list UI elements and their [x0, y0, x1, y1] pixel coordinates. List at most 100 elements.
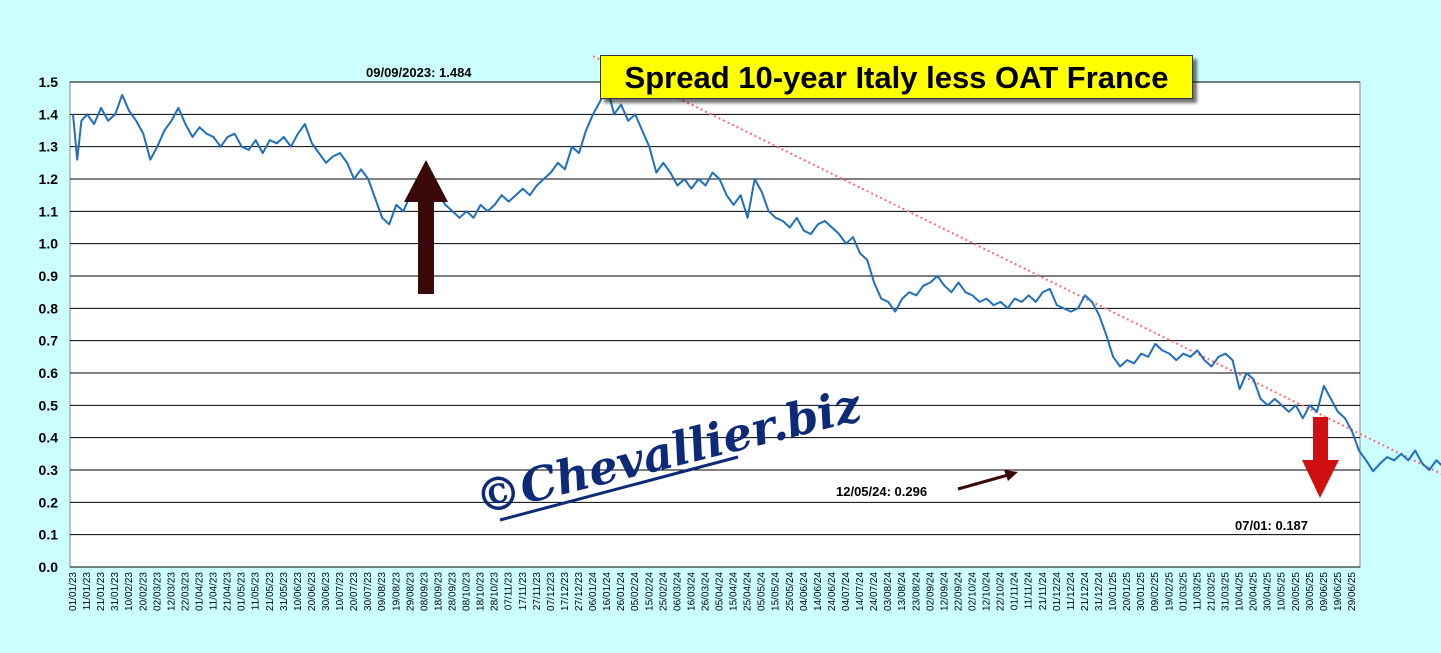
- x-tick-label: 02/09/24: [925, 572, 936, 611]
- y-tick-label: 0.3: [39, 462, 59, 478]
- x-tick-label: 19/08/23: [391, 572, 402, 611]
- x-tick-label: 11/12/24: [1066, 572, 1077, 611]
- y-tick-label: 0.7: [39, 333, 59, 349]
- x-tick-label: 02/03/23: [152, 572, 163, 611]
- x-tick-label: 29/06/25: [1347, 572, 1358, 611]
- x-tick-label: 21/11/24: [1038, 572, 1049, 611]
- x-tick-label: 11/04/23: [209, 572, 220, 611]
- up-arrow: [404, 160, 448, 294]
- x-tick-label: 25/02/24: [658, 572, 669, 611]
- x-tick-label: 30/07/23: [363, 572, 374, 611]
- x-tick-label: 10/04/25: [1235, 572, 1246, 611]
- x-tick-label: 15/05/24: [771, 572, 782, 611]
- y-tick-label: 1.1: [39, 203, 59, 219]
- y-tick-label: 1.2: [39, 171, 59, 187]
- x-tick-label: 27/11/23: [532, 572, 543, 611]
- x-tick-label: 07/11/23: [504, 572, 515, 611]
- x-tick-label: 21/01/23: [96, 572, 107, 611]
- x-tick-label: 08/10/23: [462, 572, 473, 611]
- y-tick-label: 1.0: [39, 236, 59, 252]
- x-tick-label: 17/12/23: [560, 572, 571, 611]
- y-tick-label: 0.5: [39, 397, 59, 413]
- y-tick-label: 1.5: [39, 74, 59, 90]
- y-tick-label: 0.4: [39, 430, 59, 446]
- annotation-arrow: [957, 470, 1018, 491]
- watermark-underline: [499, 455, 739, 522]
- x-tick-label: 30/01/25: [1136, 572, 1147, 611]
- x-tick-label: 13/08/24: [897, 572, 908, 611]
- x-tick-label: 10/02/23: [124, 572, 135, 611]
- y-tick-label: 1.3: [39, 139, 59, 155]
- x-tick-label: 19/02/25: [1164, 572, 1175, 611]
- x-tick-label: 02/10/24: [968, 572, 979, 611]
- x-tick-label: 22/09/24: [953, 572, 964, 611]
- x-tick-label: 10/05/25: [1277, 572, 1288, 611]
- x-tick-label: 11/05/23: [251, 572, 262, 611]
- x-tick-label: 21/12/24: [1080, 572, 1091, 611]
- x-tick-label: 05/05/24: [757, 572, 768, 611]
- x-tick-label: 20/07/23: [349, 572, 360, 611]
- x-tick-label: 31/05/23: [279, 572, 290, 611]
- x-tick-label: 20/01/25: [1122, 572, 1133, 611]
- x-tick-label: 16/03/24: [686, 572, 697, 611]
- x-tick-label: 05/04/24: [715, 572, 726, 611]
- x-tick-label: 04/07/24: [841, 572, 852, 611]
- x-tick-label: 25/05/24: [785, 572, 796, 611]
- x-tick-label: 18/09/23: [433, 572, 444, 611]
- x-tick-label: 06/01/24: [588, 572, 599, 611]
- y-tick-label: 0.0: [39, 559, 59, 575]
- x-tick-label: 10/01/25: [1108, 572, 1119, 611]
- x-tick-label: 20/05/25: [1291, 572, 1302, 611]
- x-tick-label: 14/06/24: [813, 572, 824, 611]
- x-tick-label: 01/12/24: [1052, 572, 1063, 611]
- x-tick-label: 11/03/25: [1192, 572, 1203, 611]
- down-arrow: [1302, 417, 1339, 498]
- x-axis-ticks: 01/01/23 11/01/23 21/01/23 31/01/23 10/02/23…: [68, 572, 1358, 611]
- x-tick-label: 30/05/25: [1305, 572, 1316, 611]
- x-tick-label: 08/09/23: [419, 572, 430, 611]
- series-line: [72, 86, 1441, 473]
- x-tick-label: 30/06/23: [321, 572, 332, 611]
- y-tick-label: 0.8: [39, 300, 59, 316]
- annotation-latest: 07/01: 0.187: [1235, 518, 1308, 533]
- x-tick-label: 14/07/24: [855, 572, 866, 611]
- x-tick-label: 25/04/24: [743, 572, 754, 611]
- y-tick-label: 0.1: [39, 527, 59, 543]
- x-tick-label: 05/02/24: [630, 572, 641, 611]
- x-tick-label: 09/02/25: [1150, 572, 1161, 611]
- x-tick-label: 19/06/25: [1333, 572, 1344, 611]
- x-tick-label: 07/12/23: [546, 572, 557, 611]
- x-tick-label: 12/10/24: [982, 572, 993, 611]
- y-axis-ticks: 0.0 0.1 0.2 0.3 0.4 0.5 0.6 0.7 0.8 0.9 1.0 1.1 1.2 1…: [39, 74, 59, 575]
- x-tick-label: 01/04/23: [194, 572, 205, 611]
- annotation-peak: 09/09/2023: 1.484: [366, 65, 472, 80]
- x-tick-label: 30/04/25: [1263, 572, 1274, 611]
- annotation-low-2024: 12/05/24: 0.296: [836, 484, 927, 499]
- x-tick-label: 31/03/25: [1221, 572, 1232, 611]
- x-tick-label: 10/07/23: [335, 572, 346, 611]
- x-tick-label: 21/03/25: [1206, 572, 1217, 611]
- y-tick-label: 0.6: [39, 365, 59, 381]
- x-tick-label: 01/03/25: [1178, 572, 1189, 611]
- x-tick-label: 15/02/24: [644, 572, 655, 611]
- x-tick-label: 04/06/24: [799, 572, 810, 611]
- x-tick-label: 24/06/24: [827, 572, 838, 611]
- x-tick-label: 21/04/23: [223, 572, 234, 611]
- chart-title: Spread 10-year Italy less OAT France: [600, 55, 1193, 99]
- x-tick-label: 23/08/24: [911, 572, 922, 611]
- x-tick-label: 20/06/23: [307, 572, 318, 611]
- x-tick-label: 27/12/23: [574, 572, 585, 611]
- x-tick-label: 17/11/23: [518, 572, 529, 611]
- y-tick-label: 1.4: [39, 106, 59, 122]
- y-tick-label: 0.2: [39, 494, 59, 510]
- x-tick-label: 24/07/24: [869, 572, 880, 611]
- x-tick-label: 12/03/23: [166, 572, 177, 611]
- x-tick-label: 26/01/24: [616, 572, 627, 611]
- x-tick-label: 16/01/24: [602, 572, 613, 611]
- x-tick-label: 03/08/24: [883, 572, 894, 611]
- x-tick-label: 06/03/24: [672, 572, 683, 611]
- x-tick-label: 09/06/25: [1319, 572, 1330, 611]
- x-tick-label: 31/12/24: [1094, 572, 1105, 611]
- x-tick-label: 29/08/23: [405, 572, 416, 611]
